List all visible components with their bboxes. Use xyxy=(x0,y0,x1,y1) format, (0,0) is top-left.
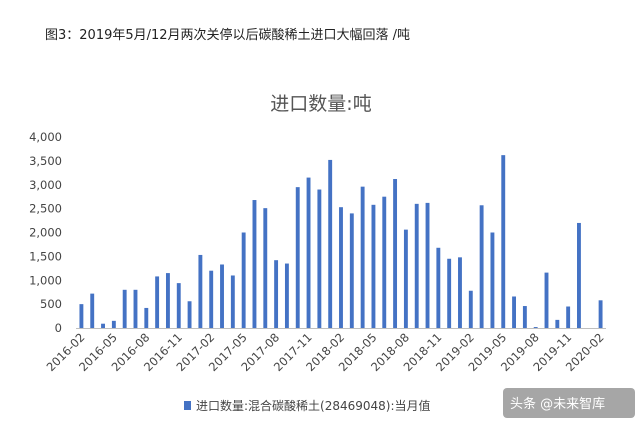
y-tick-label: 1,500 xyxy=(29,249,62,263)
bar xyxy=(306,177,311,328)
bar xyxy=(414,203,419,328)
watermark-backdrop xyxy=(503,388,635,418)
bar xyxy=(360,186,365,328)
bar xyxy=(512,296,516,328)
bar xyxy=(144,307,149,328)
y-tick-label: 2,500 xyxy=(29,202,62,216)
bar xyxy=(220,264,224,328)
bar xyxy=(252,200,257,328)
bar xyxy=(263,208,268,328)
watermark: 头条 @未来智库 xyxy=(503,388,635,418)
bar xyxy=(241,232,246,328)
bar xyxy=(133,289,138,328)
bar xyxy=(533,327,538,328)
bar xyxy=(295,187,300,328)
bar xyxy=(230,275,235,328)
bar xyxy=(522,306,527,328)
bar xyxy=(393,179,398,328)
chart-title: 进口数量:吨 xyxy=(270,93,371,115)
bar xyxy=(111,320,116,328)
bar xyxy=(447,258,452,328)
legend: 进口数量:混合碳酸稀土(28469048):当月值 xyxy=(184,398,431,413)
x-axis: 2016-022016-052016-082016-112017-022017-… xyxy=(44,330,607,374)
bar xyxy=(155,276,160,328)
bar xyxy=(501,155,506,328)
figure-caption: 图3：2019年5月/12月两次关停以后碳酸稀土进口大幅回落 /吨 xyxy=(45,27,410,43)
y-tick-label: 1,000 xyxy=(29,273,62,287)
bar xyxy=(176,283,181,328)
legend-label: 进口数量:混合碳酸稀土(28469048):当月值 xyxy=(196,398,431,413)
legend-swatch xyxy=(184,401,191,410)
watermark-text: 头条 @未来智库 xyxy=(510,396,605,412)
bar xyxy=(577,222,581,328)
bar xyxy=(458,257,462,328)
bar xyxy=(79,304,84,329)
bar xyxy=(187,301,192,328)
bar xyxy=(165,273,170,328)
bar xyxy=(403,229,408,328)
bar xyxy=(339,207,343,328)
bar xyxy=(274,260,279,328)
bar xyxy=(425,202,430,328)
bar xyxy=(382,196,387,328)
bar xyxy=(544,272,549,328)
bar xyxy=(555,319,560,328)
bar xyxy=(349,213,354,328)
bar xyxy=(101,323,105,328)
bar xyxy=(468,290,473,328)
bar xyxy=(328,159,333,328)
bar xyxy=(284,263,289,328)
bar xyxy=(209,270,214,328)
bar xyxy=(566,306,571,328)
y-axis: 0 500 1,000 1,500 2,000 2,500 3,000 3,500 4,000 xyxy=(29,130,62,335)
bar xyxy=(90,293,95,328)
bar xyxy=(371,204,376,328)
bar xyxy=(317,189,322,328)
bar xyxy=(198,254,203,328)
y-tick-label: 4,000 xyxy=(29,130,62,144)
bar xyxy=(479,205,484,328)
y-tick-label: 3,500 xyxy=(29,154,62,168)
bar xyxy=(122,289,127,328)
y-tick-label: 0 xyxy=(55,321,62,335)
y-tick-label: 2,000 xyxy=(29,226,62,240)
bar xyxy=(598,300,603,328)
bars xyxy=(79,155,603,329)
bar xyxy=(490,232,495,328)
bar xyxy=(436,247,441,328)
y-tick-label: 500 xyxy=(40,297,62,311)
y-tick-label: 3,000 xyxy=(29,178,62,192)
